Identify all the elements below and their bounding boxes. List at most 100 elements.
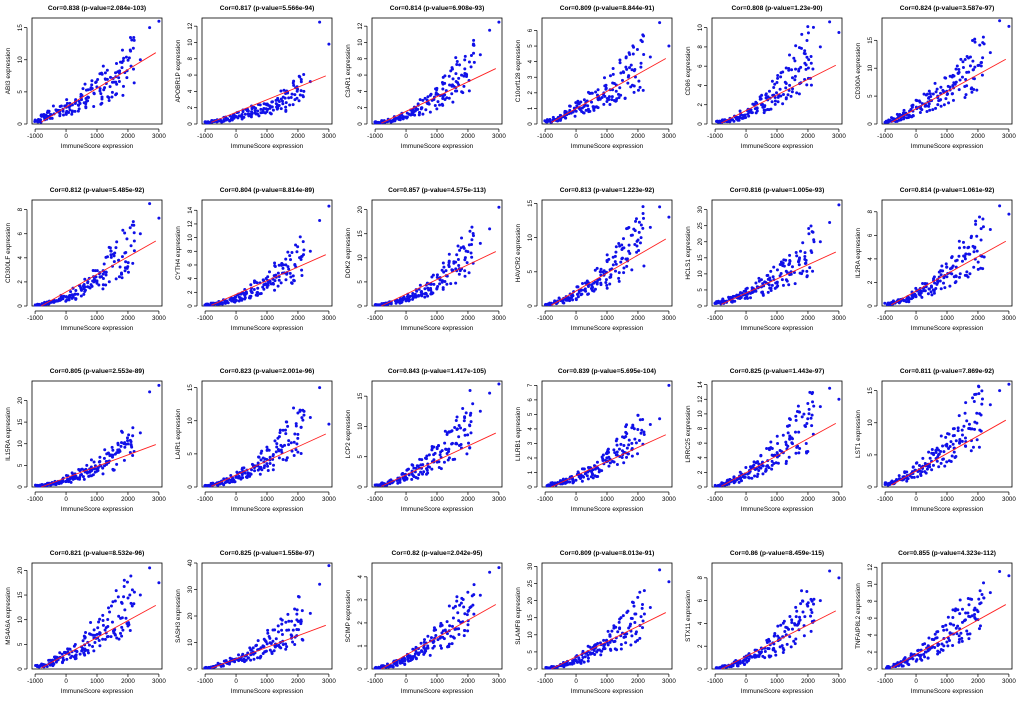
scatter-point [411,656,415,660]
scatter-point [642,432,646,436]
scatter-point [87,643,91,647]
y-tick-label: 10 [17,615,24,622]
scatter-point [438,281,442,285]
scatter-point [935,459,939,463]
scatter-point [741,116,745,120]
scatter-point [284,642,288,646]
scatter-point [443,81,447,85]
data-point [463,611,467,615]
scatter-point [944,261,948,265]
scatter-point [288,253,292,257]
scatter-point [598,277,602,281]
scatter-point [770,79,774,83]
scatter-point [418,98,422,102]
scatter-point [421,463,425,467]
scatter-point [468,413,472,417]
scatter-point [793,621,797,625]
scatter-point [968,631,972,635]
scatter-point [919,107,923,111]
scatter-point [932,274,936,278]
scatter-point [592,643,596,647]
scatter-point [632,227,636,231]
scatter-point [435,107,439,111]
scatter-point [948,621,952,625]
scatter-point [775,434,779,438]
data-point [648,55,652,59]
scatter-point [248,474,252,478]
data-point [627,443,631,447]
regression-line [381,250,497,306]
scatter-point [939,647,943,651]
scatter-point [642,52,646,56]
data-point [818,45,822,49]
data-point [590,100,594,104]
scatter-point [810,250,814,254]
scatter-point [576,470,580,474]
scatter-point [120,60,124,64]
scatter-point [64,294,68,298]
scatter-point [765,464,769,468]
scatter-point [794,605,798,609]
scatter-point [296,411,300,415]
scatter-point [99,92,103,96]
scatter-point [791,87,795,91]
x-tick-label: 0 [234,315,238,322]
scatter-point [728,478,732,482]
plot-frame [201,562,333,669]
scatter-point [204,665,208,669]
scatter-point [753,474,757,478]
scatter-point [101,282,105,286]
chart-title: Cor=0.816 (p-value=1.005e-93) [730,187,825,194]
x-axis-label: ImmuneScore expression [911,688,984,695]
scatter-point [798,255,802,259]
y-tick-label: 6 [187,262,194,266]
scatter-point [810,229,814,233]
scatter-point [615,453,619,457]
x-tick-label: 1000 [770,133,784,140]
scatter-point [605,259,609,263]
x-axis-label: ImmuneScore expression [401,143,474,150]
scatter-point [598,269,602,273]
scatter-point [250,290,254,294]
scatter-svg: Cor=0.804 (p-value=8.814e-89)-1000 0 1000 2… [175,187,336,332]
scatter-point [606,448,610,452]
scatter-point [91,644,95,648]
scatter-point [637,230,641,234]
scatter-point [472,38,476,42]
scatter-point [287,443,291,447]
scatter-point [68,647,72,651]
x-tick-label: 2000 [801,496,815,503]
scatter-point [622,265,626,269]
x-tick-label: 0 [64,133,68,140]
scatter-point [787,261,791,265]
scatter-point [619,615,623,619]
scatter-point [62,658,66,662]
scatter-point [611,262,615,266]
scatter-point [131,261,135,265]
scatter-point [279,280,283,284]
scatter-point [127,433,131,437]
y-tick-label: 4 [697,83,704,87]
y-axis-label: C3AR1 expression [345,44,352,98]
scatter-point [86,648,90,652]
scatter-svg: Cor=0.82 (p-value=2.042e-95)-1000 0 1000 20… [345,550,506,695]
scatter-point [759,97,763,101]
scatter-point [574,297,578,301]
scatter-point [613,639,617,643]
data-point [129,601,133,605]
scatter-point [70,112,74,116]
y-tick-label: 8 [697,575,704,579]
plot-frame [541,199,673,306]
scatter-point [969,449,973,453]
scatter-point [806,31,810,35]
scatter-point [591,285,595,289]
scatter-point [944,623,948,627]
regression-line [551,611,667,669]
scatter-point [292,440,296,444]
scatter-point [600,96,604,100]
data-point [648,225,652,229]
scatter-point [263,111,267,115]
y-tick-label: 25 [697,221,704,228]
y-tick-label: 10 [867,580,874,587]
